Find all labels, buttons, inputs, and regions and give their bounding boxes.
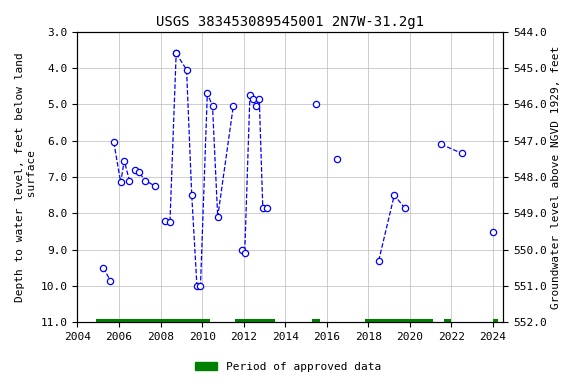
Bar [444, 319, 452, 326]
Bar [493, 319, 498, 326]
Bar [236, 319, 275, 326]
Bar [365, 319, 433, 326]
Y-axis label: Depth to water level, feet below land
 surface: Depth to water level, feet below land su… [15, 52, 37, 302]
Bar [312, 319, 320, 326]
Bar [96, 319, 210, 326]
Legend: Period of approved data: Period of approved data [191, 358, 385, 377]
Title: USGS 383453089545001 2N7W-31.2g1: USGS 383453089545001 2N7W-31.2g1 [157, 15, 425, 29]
Y-axis label: Groundwater level above NGVD 1929, feet: Groundwater level above NGVD 1929, feet [551, 45, 561, 309]
